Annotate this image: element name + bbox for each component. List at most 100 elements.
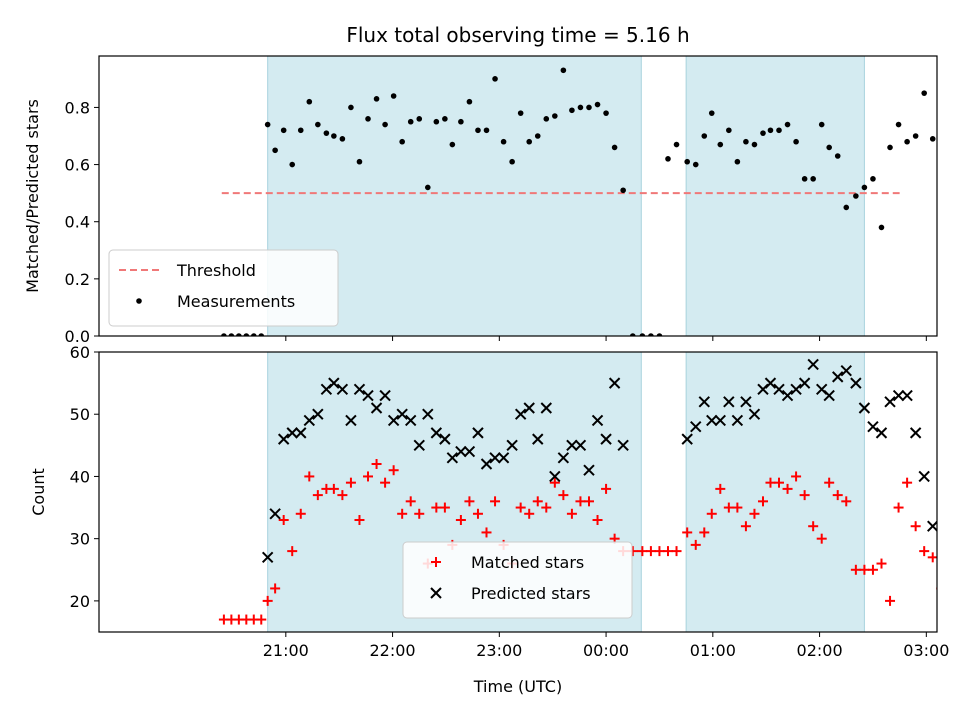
matched-stars-point — [919, 546, 930, 557]
matched-stars-point — [549, 477, 560, 488]
measurement-point — [221, 333, 227, 336]
matched-stars-point — [699, 527, 710, 538]
matched-stars-point — [690, 539, 701, 550]
matched-stars-point — [388, 465, 399, 476]
predicted-stars-point — [489, 452, 501, 464]
predicted-stars-point — [566, 439, 578, 452]
measurement-point — [861, 184, 868, 191]
predicted-stars-point — [269, 508, 281, 520]
matched-stars-point — [304, 471, 315, 482]
matched-stars-point — [414, 508, 425, 519]
measurement-point — [543, 116, 550, 122]
matched-stars-point — [902, 477, 913, 488]
matched-stars-point — [439, 502, 450, 513]
predicted-stars-point — [798, 377, 811, 389]
predicted-stars-point — [439, 433, 451, 445]
predicted-stars-point — [574, 439, 587, 452]
measurement-point — [717, 141, 724, 148]
predicted-stars-point — [405, 414, 417, 427]
measurement-point — [250, 333, 257, 336]
matched-stars-point — [910, 521, 921, 532]
measurement-point — [500, 138, 507, 145]
predicted-stars-point — [540, 402, 552, 414]
measurement-point — [569, 107, 575, 114]
matched-stars-point — [312, 490, 323, 501]
measurement-point — [264, 121, 271, 128]
predicted-stars-point — [370, 402, 383, 414]
matched-stars-point — [765, 477, 776, 488]
predicted-stars-point — [790, 383, 802, 396]
measurement-point — [818, 121, 825, 128]
predicted-stars-point — [807, 358, 819, 371]
y-tick-label: 30 — [70, 530, 90, 549]
measurement-point — [673, 141, 680, 148]
axes-frame — [98, 351, 938, 633]
predicted-stars-point — [497, 452, 510, 464]
matched-stars-point — [832, 490, 843, 501]
measurement-point — [870, 176, 876, 182]
measurement-point — [726, 127, 732, 134]
measurement-point — [611, 144, 618, 151]
matched-stars-point — [287, 546, 298, 557]
predicted-stars-point — [875, 427, 888, 439]
matched-stars-point — [824, 477, 835, 488]
predicted-stars-point — [514, 408, 527, 420]
measurement-point — [258, 333, 265, 336]
predicted-stars-point — [927, 520, 937, 532]
matched-stars-point — [380, 477, 391, 488]
predicted-stars-point — [850, 377, 862, 389]
measurement-point — [483, 127, 490, 134]
measurement-point — [399, 138, 405, 145]
y-tick-label: 0.0 — [65, 327, 90, 346]
predicted-stars-point — [557, 452, 570, 464]
chart-title: Flux total observing time = 5.16 h — [346, 23, 689, 47]
measurement-point — [331, 133, 337, 139]
x-tick-label: 23:00 — [476, 641, 522, 660]
legend-label: Threshold — [176, 261, 256, 280]
measurement-point — [315, 121, 321, 128]
y-tick-label: 0.4 — [65, 213, 90, 232]
predicted-stars-point — [387, 414, 400, 427]
measurement-point — [526, 138, 533, 145]
predicted-stars-point — [286, 427, 298, 439]
matched-stars-point — [371, 459, 382, 469]
axes-frame — [98, 55, 938, 337]
measurement-point — [895, 121, 902, 128]
matched-stars-point — [583, 496, 594, 507]
predicted-stars-point — [706, 414, 718, 427]
predicted-stars-point — [422, 408, 434, 420]
measurement-point — [834, 153, 841, 159]
matched-stars-point — [278, 515, 289, 525]
matched-stars-point — [262, 595, 273, 606]
matched-stars-point — [481, 527, 492, 538]
measurement-point — [243, 333, 250, 336]
legend-label: Predicted stars — [471, 584, 591, 603]
matched-stars-point — [337, 490, 348, 501]
predicted-stars-point — [523, 402, 535, 414]
matched-stars-point — [927, 552, 937, 563]
predicted-stars-point — [681, 433, 693, 445]
predicted-stars-point — [430, 427, 443, 439]
measurement-point — [734, 158, 741, 165]
predicted-stars-point — [892, 389, 905, 402]
measurement-point — [289, 161, 296, 168]
matched-stars-point — [515, 502, 526, 513]
x-tick-label: 03:00 — [903, 641, 949, 660]
predicted-stars-point — [714, 414, 727, 427]
matched-stars-point — [592, 515, 603, 525]
predicted-stars-point — [617, 439, 629, 452]
predicted-stars-point — [413, 439, 425, 452]
matched-stars-point — [575, 496, 586, 507]
matched-stars-point — [464, 496, 475, 507]
y-tick-label: 0.2 — [65, 270, 90, 289]
x-tick-label: 21:00 — [263, 641, 309, 660]
predicted-stars-point — [773, 383, 785, 396]
measurement-point — [767, 127, 774, 134]
predicted-stars-point — [918, 470, 930, 483]
matched-stars-point — [893, 502, 904, 513]
matched-stars-point — [799, 490, 810, 501]
measurement-point — [843, 204, 850, 211]
legend: Matched stars Predicted stars — [402, 541, 633, 619]
measurement-point — [878, 224, 885, 231]
